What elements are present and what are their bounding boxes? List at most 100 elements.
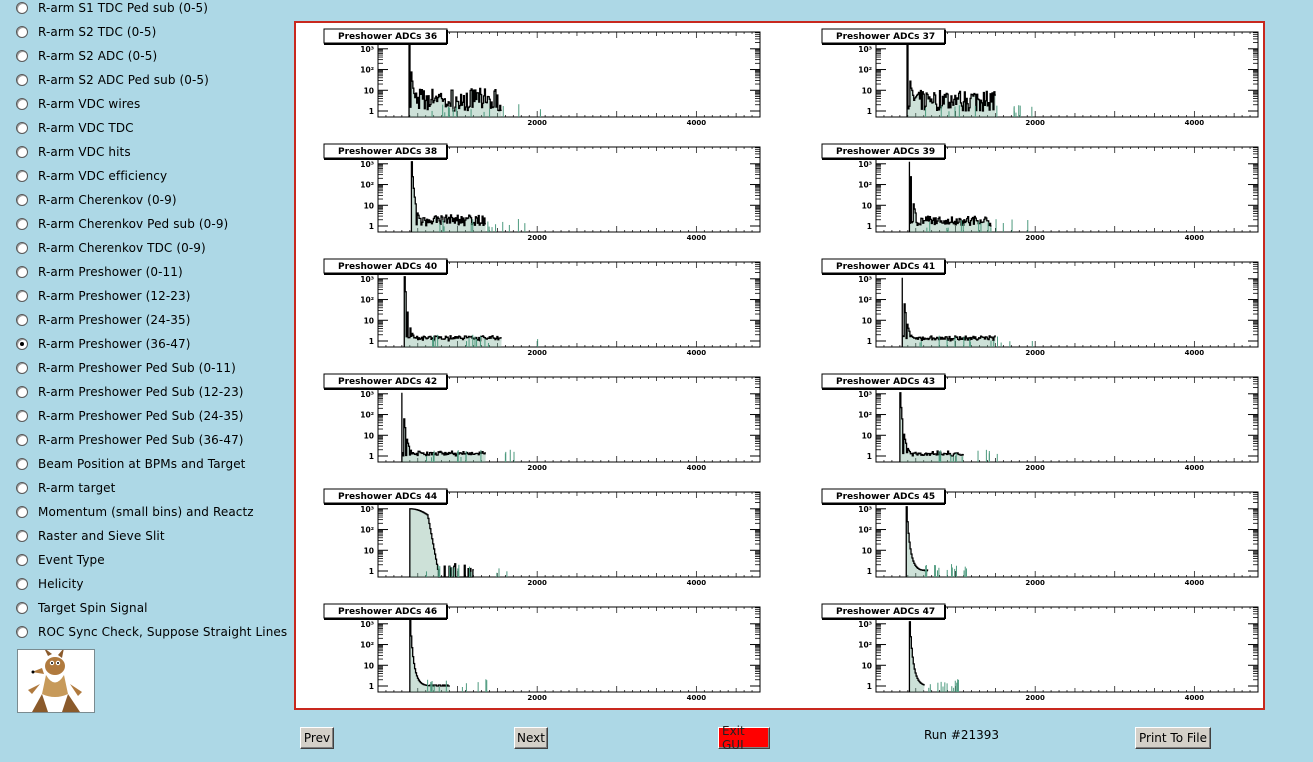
- x-tick-label: 2000: [527, 579, 547, 587]
- sidebar-radio-label: R-arm Preshower Ped Sub (24-35): [38, 409, 244, 423]
- y-tick-label: 1: [867, 452, 872, 461]
- exit-gui-button[interactable]: Exit GUI: [718, 724, 770, 752]
- radio-unselected-icon[interactable]: [16, 218, 28, 230]
- radio-unselected-icon[interactable]: [16, 506, 28, 518]
- sidebar-radio-item[interactable]: R-arm Preshower Ped Sub (36-47): [16, 430, 244, 450]
- radio-unselected-icon[interactable]: [16, 314, 28, 326]
- sidebar-radio-item[interactable]: R-arm Preshower (36-47): [16, 334, 191, 354]
- histogram-canvas[interactable]: 1 10 10² 10³ 2000 4000 Preshower ADCs 36 1 10 10²…: [294, 21, 1265, 710]
- sidebar-radio-item[interactable]: R-arm VDC hits: [16, 142, 131, 162]
- radio-unselected-icon[interactable]: [16, 458, 28, 470]
- radio-unselected-icon[interactable]: [16, 626, 28, 638]
- y-tick-label: 10³: [360, 275, 374, 284]
- radio-unselected-icon[interactable]: [16, 410, 28, 422]
- sidebar-radio-item[interactable]: R-arm target: [16, 478, 115, 498]
- histogram-fill: [411, 161, 486, 232]
- sidebar-radio-item[interactable]: R-arm Preshower (12-23): [16, 286, 191, 306]
- print-to-file-button[interactable]: Print To File: [1135, 727, 1211, 749]
- sidebar-radio-item[interactable]: R-arm Cherenkov TDC (0-9): [16, 238, 206, 258]
- radio-unselected-icon[interactable]: [16, 170, 28, 182]
- pad-title: Preshower ADCs 47: [821, 603, 946, 620]
- histogram-pad[interactable]: 1 10 10² 10³ 2000 4000 Preshower ADCs 42: [323, 373, 761, 472]
- y-tick-label: 10: [364, 316, 374, 325]
- radio-unselected-icon[interactable]: [16, 554, 28, 566]
- histogram-pad[interactable]: 1 10 10² 10³ 2000 4000 Preshower ADCs 38: [323, 143, 761, 242]
- plot-frame: [377, 31, 761, 118]
- y-tick-label: 10²: [360, 296, 374, 305]
- histogram-pad[interactable]: 1 10 10² 10³ 2000 4000 Preshower ADCs 46: [323, 603, 761, 702]
- x-tick-label: 2000: [1025, 234, 1045, 242]
- histogram-fill: [909, 161, 992, 232]
- radio-unselected-icon[interactable]: [16, 482, 28, 494]
- x-tick-label: 4000: [1185, 464, 1205, 472]
- radio-unselected-icon[interactable]: [16, 194, 28, 206]
- y-tick-label: 10³: [858, 505, 872, 514]
- y-tick-label: 10³: [360, 620, 374, 629]
- sidebar-radio-item[interactable]: ROC Sync Check, Suppose Straight Lines: [16, 622, 287, 642]
- radio-unselected-icon[interactable]: [16, 26, 28, 38]
- radio-unselected-icon[interactable]: [16, 2, 28, 14]
- y-tick-label: 1: [867, 337, 872, 346]
- histogram-pad[interactable]: 1 10 10² 10³ 2000 4000 Preshower ADCs 43: [821, 373, 1259, 472]
- x-tick-label: 2000: [1025, 349, 1045, 357]
- sidebar-radio-item[interactable]: R-arm Cherenkov Ped sub (0-9): [16, 214, 228, 234]
- sidebar-radio-label: Event Type: [38, 553, 105, 567]
- y-tick-label: 1: [369, 107, 374, 116]
- histogram-line: [409, 620, 450, 692]
- sidebar-radio-item[interactable]: R-arm VDC TDC: [16, 118, 134, 138]
- plot-frame: [377, 606, 761, 693]
- x-tick-label: 4000: [1185, 234, 1205, 242]
- pad-title: Preshower ADCs 36: [323, 28, 448, 45]
- radio-unselected-icon[interactable]: [16, 122, 28, 134]
- sidebar-radio-item[interactable]: R-arm Preshower (0-11): [16, 262, 183, 282]
- radio-unselected-icon[interactable]: [16, 602, 28, 614]
- histogram-pad[interactable]: 1 10 10² 10³ 2000 4000 Preshower ADCs 37: [821, 28, 1259, 127]
- sidebar-radio-item[interactable]: Target Spin Signal: [16, 598, 148, 618]
- sidebar-radio-item[interactable]: R-arm S2 TDC (0-5): [16, 22, 156, 42]
- radio-unselected-icon[interactable]: [16, 434, 28, 446]
- sidebar-radio-item[interactable]: R-arm S2 ADC Ped sub (0-5): [16, 70, 209, 90]
- radio-unselected-icon[interactable]: [16, 74, 28, 86]
- sidebar-radio-item[interactable]: R-arm VDC wires: [16, 94, 140, 114]
- histogram-pad[interactable]: 1 10 10² 10³ 2000 4000 Preshower ADCs 45: [821, 488, 1259, 587]
- histogram-pad[interactable]: 1 10 10² 10³ 2000 4000 Preshower ADCs 41: [821, 258, 1259, 357]
- next-button[interactable]: Next: [514, 727, 548, 749]
- radio-unselected-icon[interactable]: [16, 50, 28, 62]
- radio-unselected-icon[interactable]: [16, 530, 28, 542]
- histogram-pad[interactable]: 1 10 10² 10³ 2000 4000 Preshower ADCs 47: [821, 603, 1259, 702]
- sidebar-radio-item[interactable]: R-arm S1 TDC Ped sub (0-5): [16, 0, 208, 18]
- histogram-pad[interactable]: 1 10 10² 10³ 2000 4000 Preshower ADCs 40: [323, 258, 761, 357]
- radio-unselected-icon[interactable]: [16, 362, 28, 374]
- sidebar-radio-item[interactable]: R-arm Preshower Ped Sub (12-23): [16, 382, 244, 402]
- histogram-fill: [899, 392, 964, 462]
- sidebar-radio-item[interactable]: Event Type: [16, 550, 105, 570]
- sidebar-radio-item[interactable]: R-arm Preshower (24-35): [16, 310, 191, 330]
- sidebar-radio-item[interactable]: R-arm Cherenkov (0-9): [16, 190, 177, 210]
- sidebar-radio-item[interactable]: Helicity: [16, 574, 84, 594]
- histogram-selection-list: R-arm S1 TDC Ped sub (0-5) R-arm S2 TDC (…: [0, 0, 292, 762]
- histogram-pad[interactable]: 1 10 10² 10³ 2000 4000 Preshower ADCs 39: [821, 143, 1259, 242]
- radio-unselected-icon[interactable]: [16, 98, 28, 110]
- radio-unselected-icon[interactable]: [16, 266, 28, 278]
- radio-unselected-icon[interactable]: [16, 146, 28, 158]
- pad-title-text: Preshower ADCs 42: [338, 377, 437, 387]
- radio-unselected-icon[interactable]: [16, 242, 28, 254]
- radio-selected-icon[interactable]: [16, 338, 28, 350]
- x-tick-label: 4000: [1185, 694, 1205, 702]
- sidebar-radio-item[interactable]: Raster and Sieve Slit: [16, 526, 165, 546]
- histogram-pad[interactable]: 1 10 10² 10³ 2000 4000 Preshower ADCs 44: [323, 488, 761, 587]
- sidebar-radio-item[interactable]: R-arm Preshower Ped Sub (24-35): [16, 406, 244, 426]
- prev-button[interactable]: Prev: [300, 727, 334, 749]
- sidebar-radio-item[interactable]: R-arm S2 ADC (0-5): [16, 46, 157, 66]
- radio-unselected-icon[interactable]: [16, 386, 28, 398]
- sidebar-radio-item[interactable]: R-arm Preshower Ped Sub (0-11): [16, 358, 236, 378]
- radio-unselected-icon[interactable]: [16, 290, 28, 302]
- histogram-pad[interactable]: 1 10 10² 10³ 2000 4000 Preshower ADCs 36: [323, 28, 761, 127]
- y-tick-label: 10²: [858, 411, 872, 420]
- sidebar-radio-item[interactable]: Beam Position at BPMs and Target: [16, 454, 246, 474]
- radio-unselected-icon[interactable]: [16, 578, 28, 590]
- sidebar-radio-item[interactable]: Momentum (small bins) and Reactz: [16, 502, 254, 522]
- sidebar-radio-label: R-arm S2 ADC Ped sub (0-5): [38, 73, 209, 87]
- pad-title: Preshower ADCs 38: [323, 143, 448, 160]
- sidebar-radio-item[interactable]: R-arm VDC efficiency: [16, 166, 167, 186]
